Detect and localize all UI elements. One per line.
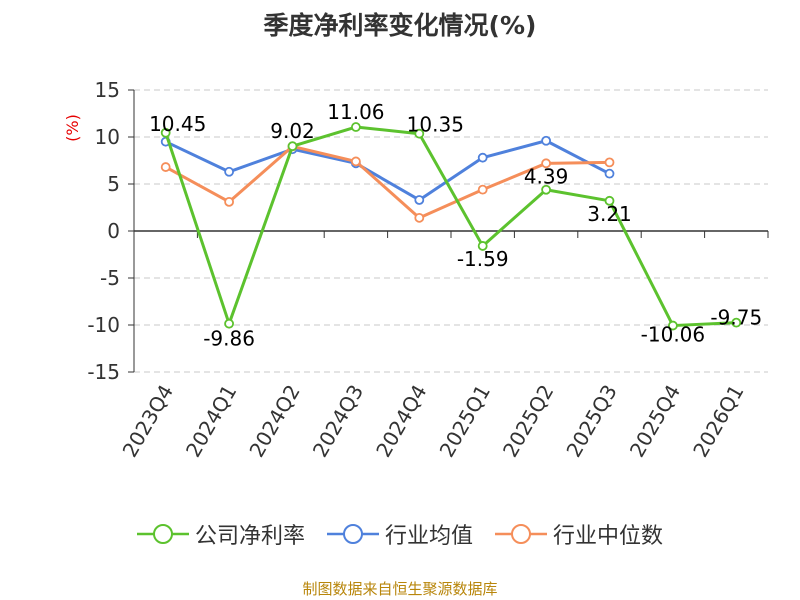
x-tick-label: 2024Q4 [371,381,431,462]
grid-layer [134,89,768,373]
y-tick-label: -10 [87,313,120,337]
x-tick-label: 2024Q3 [308,381,368,462]
data-label: -10.06 [641,323,705,347]
y-tick-label: 5 [107,172,120,196]
data-point [477,184,488,195]
data-point [414,128,425,139]
data-point [224,166,235,177]
legend-label: 公司净利率 [194,524,305,549]
x-tick-label: 2024Q1 [181,381,241,462]
data-point [224,196,235,207]
legend-swatch-marker [152,524,173,544]
legend-swatch [495,524,547,544]
data-point [604,195,615,206]
data-point [350,122,361,132]
data-point [668,320,678,331]
legend-item: 行业均值 [326,518,473,550]
data-point [477,152,488,163]
data-point [160,127,171,138]
data-point [731,317,742,328]
data-point [604,168,615,179]
y-tick-label: -15 [87,360,120,384]
legend: 公司净利率 行业均值 行业中位数 [0,518,800,550]
x-tick-label: 2023Q4 [118,381,178,462]
data-label: 10.35 [407,113,464,137]
legend-swatch-marker [342,524,363,544]
chart-title: 季度净利率变化情况(%) [263,11,537,40]
data-point [414,195,425,205]
x-tick-label: 2025Q2 [498,381,558,462]
data-label: -9.75 [710,306,762,330]
data-point [414,212,425,223]
legend-label: 行业均值 [384,524,473,549]
data-label: -1.59 [457,247,509,271]
y-tick-label: 15 [95,78,120,102]
legend-swatch [326,524,379,544]
data-label: 11.06 [327,100,384,124]
legend-swatch [136,524,189,544]
x-tick-label: 2025Q4 [625,381,685,462]
legend-item: 公司净利率 [136,518,305,550]
data-point [350,156,361,167]
data-point [541,135,551,146]
data-label: 10.45 [149,112,206,136]
y-tick-label: 10 [95,125,120,149]
data-point [287,141,298,152]
x-tick-label: 2026Q1 [688,381,748,462]
x-tick-label: 2025Q1 [435,381,495,462]
data-label: 3.21 [587,202,632,226]
source-note: 制图数据来自恒生聚源数据库 [302,580,498,598]
data-point [224,318,235,329]
legend-label: 行业中位数 [553,524,664,549]
legend-swatch-marker [511,524,531,544]
data-point [477,241,488,251]
data-point [541,184,551,195]
data-point [604,157,615,168]
y-tick-label: 0 [107,219,120,243]
series-line [164,144,610,220]
label-layer: 10.45 -9.86 9.02 11.06 10.35 -1.59 4.39 3.21 -10… [149,100,762,351]
data-point [541,158,551,169]
series-line [165,139,611,202]
y-axis-label: (%) [63,114,82,142]
x-tick-label: 2025Q3 [561,381,621,462]
data-label: -9.86 [203,327,255,351]
series-line [164,125,737,328]
x-tick-label: 2024Q2 [244,381,304,462]
legend-item: 行业中位数 [495,518,663,550]
y-tick-label: -5 [100,266,120,290]
data-label: 9.02 [270,119,315,143]
series-layer [160,122,742,331]
data-label: 4.39 [524,165,569,189]
data-point [160,162,171,172]
